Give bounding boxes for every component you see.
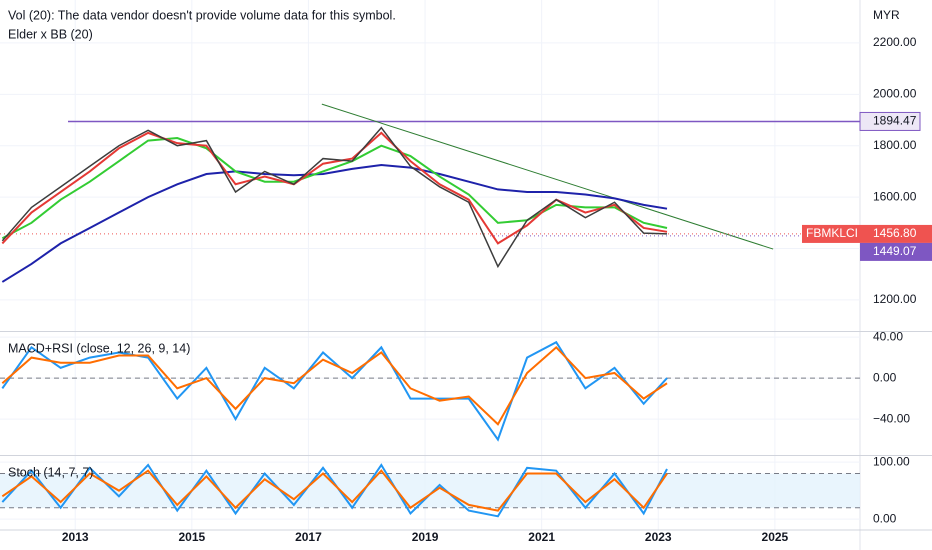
y-tick-label: −40.00 bbox=[873, 411, 910, 425]
series-line bbox=[1, 131, 668, 245]
series-line bbox=[1, 126, 668, 269]
y-tick-label: 0.00 bbox=[873, 370, 897, 384]
x-tick-label: 2015 bbox=[178, 530, 205, 544]
y-tick-label: 1200.00 bbox=[873, 292, 917, 306]
price-tag-box bbox=[802, 224, 932, 243]
y-tick-label: 1600.00 bbox=[873, 189, 917, 203]
series-line bbox=[1, 136, 668, 240]
indicator-label: Vol (20): The data vendor doesn't provid… bbox=[8, 8, 396, 22]
y-tick-label: 1800.00 bbox=[873, 138, 917, 152]
y-tick-label: 2000.00 bbox=[873, 86, 917, 100]
y-tick-label: 0.00 bbox=[873, 511, 897, 525]
x-tick-label: 2017 bbox=[295, 530, 322, 544]
symbol-label: FBMKLCI bbox=[806, 226, 858, 240]
y-tick-label: 100.00 bbox=[873, 454, 910, 468]
trend-line bbox=[321, 103, 774, 250]
series-line bbox=[1, 163, 668, 283]
x-tick-label: 2025 bbox=[762, 530, 789, 544]
x-tick-label: 2019 bbox=[412, 530, 439, 544]
x-tick-label: 2013 bbox=[62, 530, 89, 544]
stoch-band bbox=[0, 473, 860, 508]
price-tag-box bbox=[859, 111, 921, 131]
series-line bbox=[1, 345, 668, 426]
indicator-label: MACD+RSI (close, 12, 26, 9, 14) bbox=[8, 341, 190, 355]
x-tick-label: 2021 bbox=[528, 530, 555, 544]
price-tag-text: 1449.07 bbox=[873, 244, 917, 258]
unit-label: MYR bbox=[873, 8, 900, 22]
series-line bbox=[1, 340, 668, 442]
y-tick-label: 40.00 bbox=[873, 329, 903, 343]
x-tick-label: 2023 bbox=[645, 530, 672, 544]
series-line bbox=[1, 469, 668, 512]
price-tag-text: 1456.80 bbox=[873, 226, 917, 240]
price-tag-box bbox=[860, 242, 932, 261]
y-tick-label: 2200.00 bbox=[873, 35, 917, 49]
indicator-label: Stoch (14, 7, 7) bbox=[8, 465, 93, 479]
price-tag-text: 1894.47 bbox=[873, 114, 917, 128]
indicator-label: Elder x BB (20) bbox=[8, 27, 93, 41]
